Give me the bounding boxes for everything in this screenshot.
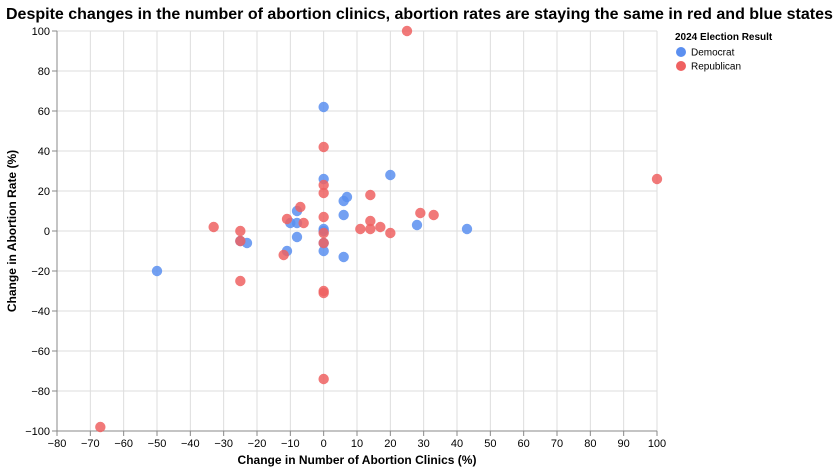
legend-swatch-republican — [676, 61, 686, 71]
chart-title: Despite changes in the number of abortio… — [6, 6, 833, 23]
x-tick-label: −30 — [214, 438, 233, 450]
x-tick-label: 70 — [551, 438, 563, 450]
y-tick-label: −100 — [25, 426, 50, 438]
data-point-republican — [375, 221, 386, 233]
data-point-democrat — [291, 231, 303, 243]
data-point-democrat — [338, 209, 349, 221]
x-tick-label: −50 — [148, 438, 167, 450]
x-tick-label: 80 — [584, 438, 596, 450]
y-tick-label: −60 — [31, 346, 50, 358]
data-point-republican — [95, 421, 106, 433]
y-tick-label: −20 — [31, 266, 50, 278]
x-tick-label: −60 — [114, 438, 133, 450]
x-tick-label: 100 — [648, 438, 666, 450]
x-tick-label: 0 — [321, 438, 327, 450]
x-tick-label: −80 — [48, 438, 67, 450]
data-point-republican — [318, 141, 329, 153]
data-point-democrat — [338, 195, 349, 207]
data-point-republican — [318, 237, 329, 249]
data-point-republican — [365, 215, 376, 227]
x-axis-title: Change in Number of Abortion Clinics (%) — [238, 453, 477, 467]
data-points — [95, 25, 663, 433]
data-point-republican — [235, 235, 246, 247]
x-tick-label: −10 — [281, 438, 300, 450]
data-point-republican — [318, 373, 329, 385]
data-point-republican — [278, 249, 289, 261]
x-tick-label: 90 — [618, 438, 630, 450]
x-tick-label: 10 — [351, 438, 363, 450]
legend-title: 2024 Election Result — [675, 32, 773, 43]
y-tick-label: −40 — [31, 306, 50, 318]
y-axis-title: Change in Abortion Rate (%) — [5, 150, 19, 312]
y-tick-label: 100 — [32, 26, 50, 38]
data-point-democrat — [318, 101, 329, 113]
data-point-democrat — [461, 223, 473, 235]
x-axis-ticks: −80 −70 −60 −50 −40 −30 −20 −10 0 10 20 30 40 50 60 70 8… — [48, 431, 666, 450]
data-point-republican — [365, 189, 376, 201]
data-point-republican — [401, 25, 413, 37]
y-tick-label: 20 — [38, 186, 50, 198]
y-tick-label: 40 — [38, 146, 50, 158]
data-point-democrat — [411, 219, 423, 231]
y-tick-label: 80 — [38, 66, 50, 78]
x-tick-label: 40 — [451, 438, 463, 450]
data-point-republican — [428, 209, 439, 221]
data-point-democrat — [338, 251, 349, 263]
x-tick-label: 20 — [384, 438, 396, 450]
data-point-republican — [208, 221, 219, 233]
data-point-republican — [651, 173, 663, 185]
data-point-republican — [355, 223, 366, 235]
x-tick-label: −70 — [81, 438, 100, 450]
y-tick-label: 60 — [38, 106, 50, 118]
legend-label-republican: Republican — [691, 62, 741, 73]
data-point-democrat — [318, 245, 329, 257]
data-point-republican — [318, 179, 329, 191]
data-point-republican — [235, 275, 246, 287]
data-point-democrat — [151, 265, 163, 277]
data-point-republican — [281, 213, 293, 225]
data-point-republican — [318, 227, 329, 239]
x-tick-label: −40 — [181, 438, 200, 450]
data-point-republican — [415, 207, 426, 219]
x-tick-label: −20 — [248, 438, 267, 450]
x-tick-label: 60 — [518, 438, 530, 450]
data-point-republican — [318, 187, 329, 199]
y-axis-ticks: −100 −80 −60 −40 −20 0 20 40 60 80 100 — [25, 26, 57, 438]
x-tick-label: 50 — [484, 438, 496, 450]
data-point-republican — [318, 287, 329, 299]
x-tick-label: 30 — [418, 438, 430, 450]
legend: 2024 Election Result Democrat Republican — [675, 32, 773, 73]
data-point-republican — [318, 211, 329, 223]
data-point-republican — [385, 227, 396, 239]
data-point-republican — [295, 201, 306, 213]
legend-label-democrat: Democrat — [691, 48, 735, 59]
data-point-democrat — [385, 169, 396, 181]
data-point-republican — [365, 223, 376, 235]
y-tick-label: −80 — [31, 386, 50, 398]
legend-swatch-democrat — [676, 47, 686, 57]
data-point-republican — [235, 225, 246, 237]
data-point-republican — [298, 217, 309, 229]
y-tick-label: 0 — [44, 226, 50, 238]
